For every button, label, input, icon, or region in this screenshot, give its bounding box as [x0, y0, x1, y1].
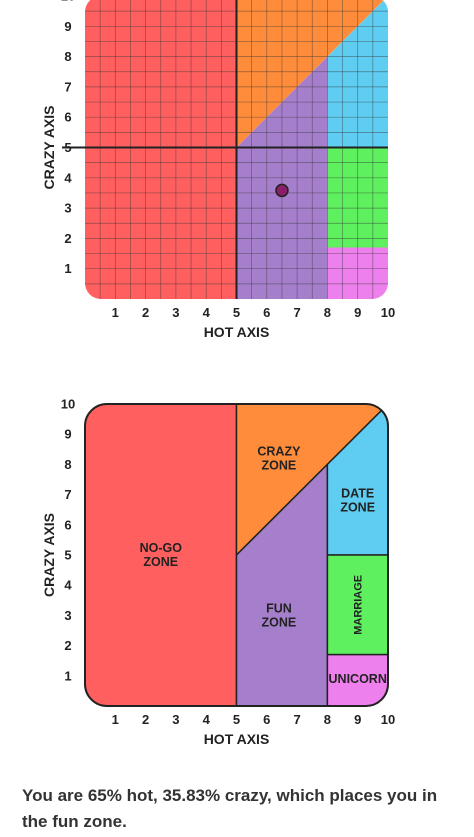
- y-tick-label: 6: [64, 110, 71, 125]
- y-tick-label: 5: [64, 548, 71, 563]
- y-tick-label: 10: [61, 397, 75, 412]
- x-tick-label: 3: [172, 712, 179, 727]
- date-zone-label: DATE ZONE: [340, 487, 375, 515]
- nogo-zone: [85, 404, 238, 706]
- zone-label-line: ZONE: [143, 555, 178, 569]
- x-tick-label: 9: [354, 712, 361, 727]
- nogo-zone-label: NO-GO ZONE: [140, 541, 183, 569]
- x-axis-title: HOT AXIS: [204, 731, 270, 747]
- y-tick-label: 2: [64, 638, 71, 653]
- chart-border: [84, 403, 389, 707]
- y-tick-label: 8: [64, 49, 71, 64]
- x-tick-label: 5: [233, 712, 240, 727]
- x-tick-label: 1: [112, 305, 119, 320]
- zone-label-line: UNICORN: [329, 672, 387, 686]
- y-tick-label: 4: [64, 170, 72, 185]
- y-tick-label: 7: [64, 487, 71, 502]
- fun-zone-label: FUN ZONE: [262, 601, 297, 629]
- x-tick-label: 10: [381, 712, 395, 727]
- x-tick-label: 10: [381, 305, 395, 320]
- x-tick-label: 1: [112, 712, 119, 727]
- hot-crazy-chart-zones: 1 2 3 4 5 6 7 8 9 10 1 2 3 4 5 6 7 8 9 10 HOT AXIS CRAZY AXIS…: [41, 397, 395, 748]
- y-tick-label: 8: [64, 457, 71, 472]
- zone-label-line: NO-GO: [140, 541, 183, 555]
- y-tick-label: 6: [64, 517, 71, 532]
- unicorn-zone: [326, 653, 388, 706]
- y-tick-label: 4: [64, 578, 72, 593]
- y-tick-label: 9: [64, 427, 71, 442]
- result-text: You are 65% hot, 35.83% crazy, which pla…: [22, 786, 438, 831]
- y-tick-label: 2: [64, 231, 71, 246]
- zone-label-line: ZONE: [262, 615, 297, 629]
- x-tick-label: 8: [324, 305, 331, 320]
- crazy-zone-label: CRAZY ZONE: [257, 444, 301, 472]
- x-tick-label: 5: [233, 305, 240, 320]
- x-tick-label: 4: [203, 712, 211, 727]
- y-tick-label: 1: [64, 668, 71, 683]
- zone-label-line: FUN: [266, 601, 292, 615]
- x-tick-label: 4: [203, 305, 211, 320]
- zone-label-line: MARRIAGE: [353, 575, 365, 635]
- y-axis-title: CRAZY AXIS: [41, 513, 57, 597]
- marriage-zone-label: MARRIAGE: [353, 575, 365, 635]
- y-tick-label: 7: [64, 79, 71, 94]
- y-tick-label: 3: [64, 201, 71, 216]
- x-tick-label: 3: [172, 305, 179, 320]
- x-tick-label: 6: [263, 712, 270, 727]
- result-point: [275, 183, 289, 198]
- y-axis-title: CRAZY AXIS: [41, 105, 57, 189]
- y-tick-label: 3: [64, 608, 71, 623]
- x-tick-label: 2: [142, 305, 149, 320]
- x-tick-label: 2: [142, 712, 149, 727]
- zone-label-line: CRAZY: [257, 444, 301, 458]
- zone-label-line: ZONE: [340, 501, 375, 515]
- y-tick-label: 10: [61, 0, 75, 4]
- x-tick-label: 7: [293, 712, 300, 727]
- x-tick-label: 7: [293, 305, 300, 320]
- zone-label-line: DATE: [341, 487, 374, 501]
- unicorn-zone-label: UNICORN: [329, 672, 387, 686]
- y-tick-label: 1: [64, 261, 71, 276]
- x-tick-label: 6: [263, 305, 270, 320]
- x-axis-title: HOT AXIS: [204, 324, 270, 340]
- y-tick-label: 9: [64, 19, 71, 34]
- x-tick-label: 9: [354, 305, 361, 320]
- x-tick-label: 8: [324, 712, 331, 727]
- zone-label-line: ZONE: [262, 458, 297, 472]
